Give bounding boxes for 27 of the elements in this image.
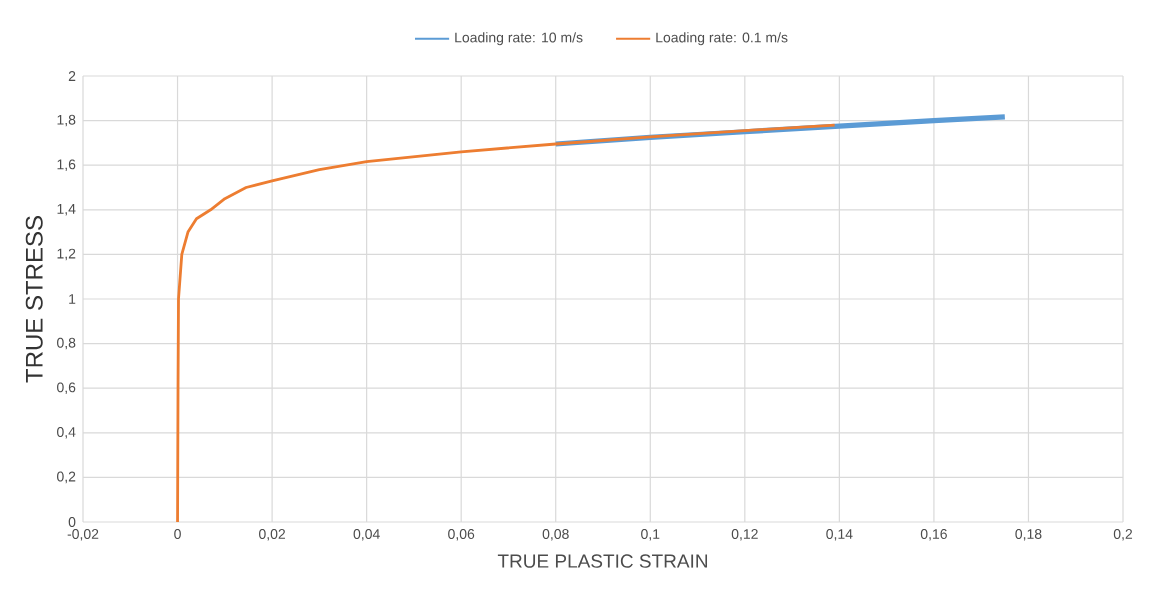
y-tick-label: 1,8 <box>57 114 76 127</box>
x-axis-title: TRUE PLASTIC STRAIN <box>497 554 708 568</box>
y-tick-label: 0,4 <box>57 427 76 439</box>
x-tick-label: 0,2 <box>1113 529 1133 541</box>
x-tick-label: 0,04 <box>353 529 380 541</box>
x-tick-label: 0,06 <box>448 529 475 541</box>
y-tick-label: 0,8 <box>57 337 76 350</box>
x-tick-label: 0,12 <box>731 529 758 541</box>
y-axis-title: TRUE STRESS <box>25 216 43 383</box>
legend-label: Loading rate: 10 m/s <box>455 32 583 46</box>
x-tick-label: 0,18 <box>1015 529 1042 541</box>
x-tick-label: 0,02 <box>259 529 286 541</box>
legend-label: Loading rate: 0.1 m/s <box>656 32 788 46</box>
y-tick-label: 1,6 <box>57 159 76 171</box>
y-tick-label: 1,4 <box>57 204 76 216</box>
x-tick-label: 0,1 <box>641 529 660 541</box>
x-tick-label: 0 <box>174 529 181 539</box>
x-tick-label: -0,02 <box>67 529 99 541</box>
y-tick-label: 2 <box>68 71 76 81</box>
x-tick-label: 0,08 <box>542 529 569 541</box>
y-tick-label: 0 <box>68 517 76 527</box>
y-tick-label: 0,6 <box>57 382 76 394</box>
y-tick-label: 0,2 <box>57 471 76 484</box>
y-tick-label: 1,2 <box>57 248 76 261</box>
x-tick-label: 0,16 <box>920 529 947 541</box>
x-tick-label: 0,14 <box>826 529 853 541</box>
y-tick-label: 1 <box>69 294 76 304</box>
